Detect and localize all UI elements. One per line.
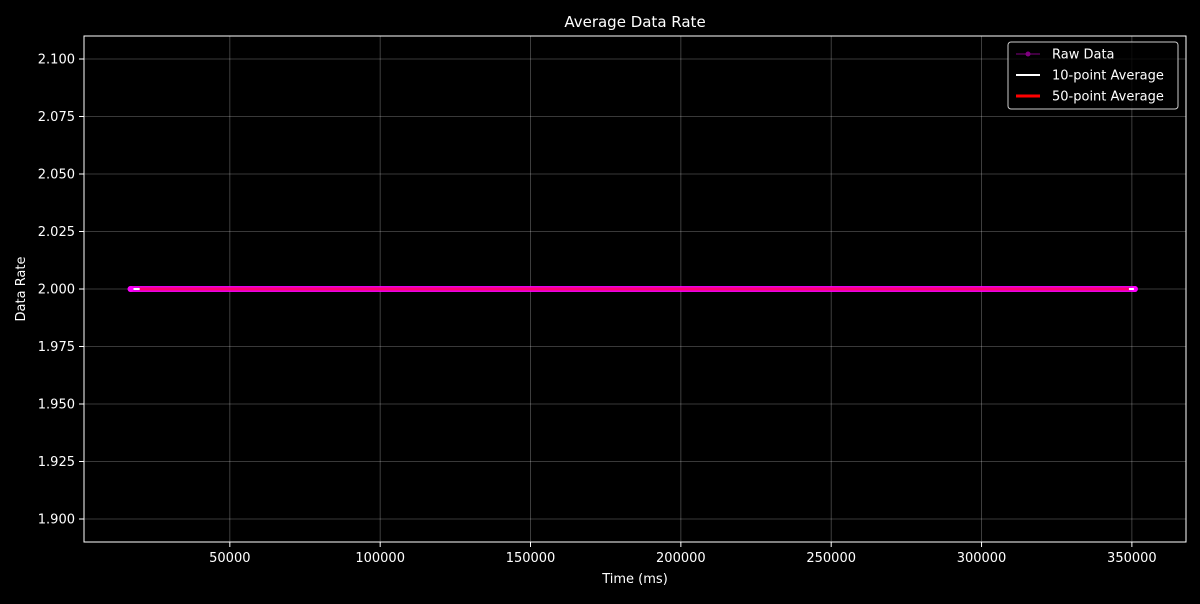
- chart-title: Average Data Rate: [564, 13, 705, 31]
- legend-label-10-point-average: 10-point Average: [1052, 69, 1164, 84]
- y-tick-label: 1.950: [38, 398, 75, 413]
- legend: Raw Data 10-point Average 50-point Average: [1007, 41, 1179, 110]
- x-tick-label: 250000: [806, 551, 856, 566]
- x-axis-label: Time (ms): [601, 572, 668, 587]
- legend-label-raw-data: Raw Data: [1052, 48, 1115, 63]
- legend-box: [1007, 41, 1179, 110]
- y-tick-label: 2.050: [38, 168, 75, 183]
- x-tick-label: 150000: [506, 551, 556, 566]
- axes: 50000 100000 150000 200000 250000 300000 35000…: [38, 53, 1157, 567]
- y-tick-label: 1.975: [38, 340, 75, 355]
- legend-label-50-point-average: 50-point Average: [1052, 90, 1164, 105]
- y-tick-label: 2.025: [38, 225, 75, 240]
- x-tick-label: 200000: [656, 551, 706, 566]
- y-tick-label: 2.075: [38, 110, 75, 125]
- y-tick-label: 1.925: [38, 455, 75, 470]
- x-tick-label: 100000: [355, 551, 405, 566]
- y-tick-label: 2.000: [38, 283, 75, 298]
- legend-marker-raw-data: [1025, 51, 1031, 57]
- series-raw-data-start-marker: [127, 286, 134, 292]
- y-tick-label: 1.900: [38, 513, 75, 528]
- x-tick-label: 300000: [957, 551, 1007, 566]
- y-tick-label: 2.100: [38, 53, 75, 68]
- x-tick-label: 50000: [209, 551, 250, 566]
- series-layer: [127, 286, 1138, 292]
- series-raw-data-end-marker: [1131, 286, 1138, 292]
- grid: [84, 36, 1186, 542]
- x-tick-label: 350000: [1107, 551, 1157, 566]
- y-axis-label: Data Rate: [14, 257, 29, 322]
